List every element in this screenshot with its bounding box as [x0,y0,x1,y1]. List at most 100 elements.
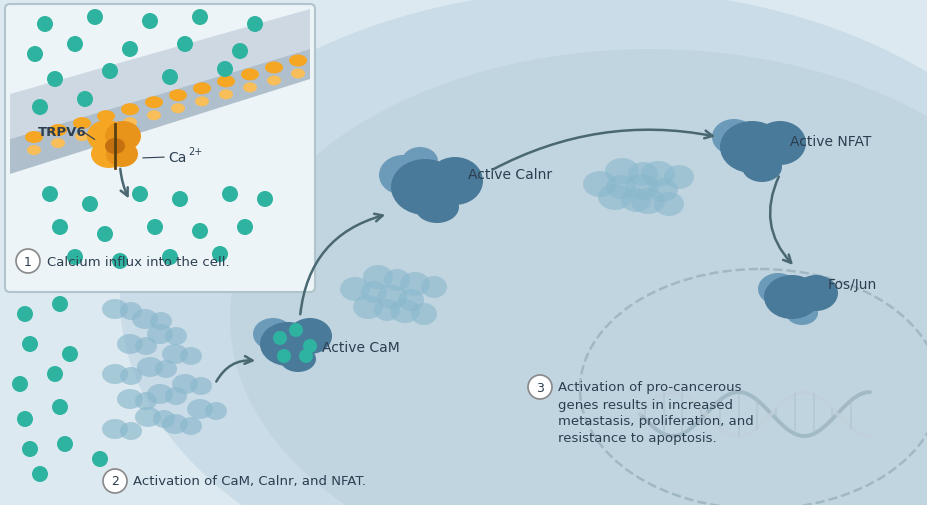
Ellipse shape [47,72,63,88]
Ellipse shape [169,90,187,102]
Ellipse shape [87,10,103,26]
Ellipse shape [172,374,198,394]
Ellipse shape [580,270,927,505]
Ellipse shape [427,158,483,206]
Ellipse shape [712,120,756,156]
Ellipse shape [51,139,65,149]
Ellipse shape [265,62,283,74]
Ellipse shape [606,176,636,199]
Ellipse shape [379,156,427,195]
Ellipse shape [628,163,658,187]
Ellipse shape [102,64,118,80]
Ellipse shape [583,172,617,197]
Text: Ca: Ca [168,150,186,165]
Ellipse shape [415,191,459,224]
Ellipse shape [73,118,91,130]
Ellipse shape [222,187,238,203]
Circle shape [16,249,40,274]
Text: Activation of CaM, Calnr, and NFAT.: Activation of CaM, Calnr, and NFAT. [133,475,366,487]
Text: TRPV6: TRPV6 [38,125,86,138]
Ellipse shape [384,270,410,291]
Ellipse shape [377,285,407,310]
Ellipse shape [52,399,68,415]
Ellipse shape [303,339,317,353]
Ellipse shape [37,17,53,33]
Text: Fos/Jun: Fos/Jun [828,277,877,291]
Text: Activation of pro-cancerous: Activation of pro-cancerous [558,381,742,394]
Ellipse shape [192,10,208,26]
Ellipse shape [135,392,157,410]
Ellipse shape [102,419,128,439]
Ellipse shape [132,187,148,203]
Ellipse shape [162,70,178,86]
Ellipse shape [247,17,263,33]
Ellipse shape [621,189,651,213]
Polygon shape [10,10,310,140]
Text: Active Calnr: Active Calnr [468,168,552,182]
Ellipse shape [42,187,58,203]
Ellipse shape [205,402,227,420]
Ellipse shape [288,318,332,355]
Ellipse shape [340,277,370,301]
Ellipse shape [391,160,459,216]
FancyBboxPatch shape [5,5,315,292]
Ellipse shape [764,275,820,319]
Ellipse shape [77,92,93,108]
Circle shape [103,469,127,493]
Ellipse shape [147,111,161,121]
Ellipse shape [212,246,228,263]
Text: Calcium influx into the cell.: Calcium influx into the cell. [47,255,230,268]
Ellipse shape [22,441,38,457]
Ellipse shape [421,276,447,298]
Ellipse shape [625,175,659,200]
Ellipse shape [664,166,694,189]
Ellipse shape [217,62,233,78]
Ellipse shape [75,132,89,142]
Ellipse shape [363,266,393,289]
Ellipse shape [123,118,137,128]
Ellipse shape [177,37,193,53]
Ellipse shape [32,100,48,116]
Ellipse shape [187,399,213,419]
Ellipse shape [117,334,143,355]
Ellipse shape [120,422,142,440]
Ellipse shape [112,254,128,270]
Ellipse shape [754,122,806,166]
Ellipse shape [27,47,43,63]
Ellipse shape [120,367,142,385]
Ellipse shape [120,302,142,320]
Ellipse shape [165,387,187,405]
Ellipse shape [117,389,143,409]
Ellipse shape [145,97,163,109]
Ellipse shape [25,132,43,144]
Polygon shape [10,50,310,175]
Ellipse shape [411,304,437,325]
Ellipse shape [91,141,127,169]
Ellipse shape [193,83,211,95]
Ellipse shape [132,310,158,329]
Ellipse shape [105,139,125,155]
Ellipse shape [648,179,678,203]
Ellipse shape [374,299,400,321]
Ellipse shape [243,83,257,93]
Ellipse shape [277,349,291,363]
Ellipse shape [195,97,209,107]
Ellipse shape [219,90,233,100]
Ellipse shape [97,111,115,123]
Text: 1: 1 [24,255,32,268]
Ellipse shape [232,44,248,60]
Ellipse shape [99,125,113,135]
Ellipse shape [92,451,108,467]
Ellipse shape [49,125,67,137]
Ellipse shape [758,274,798,306]
Ellipse shape [390,299,420,323]
Ellipse shape [82,196,98,213]
Ellipse shape [289,56,307,67]
Ellipse shape [192,224,208,239]
Ellipse shape [122,42,138,58]
Ellipse shape [147,384,173,404]
Ellipse shape [742,153,782,183]
Ellipse shape [257,191,273,208]
Ellipse shape [147,324,173,344]
Ellipse shape [147,220,163,235]
